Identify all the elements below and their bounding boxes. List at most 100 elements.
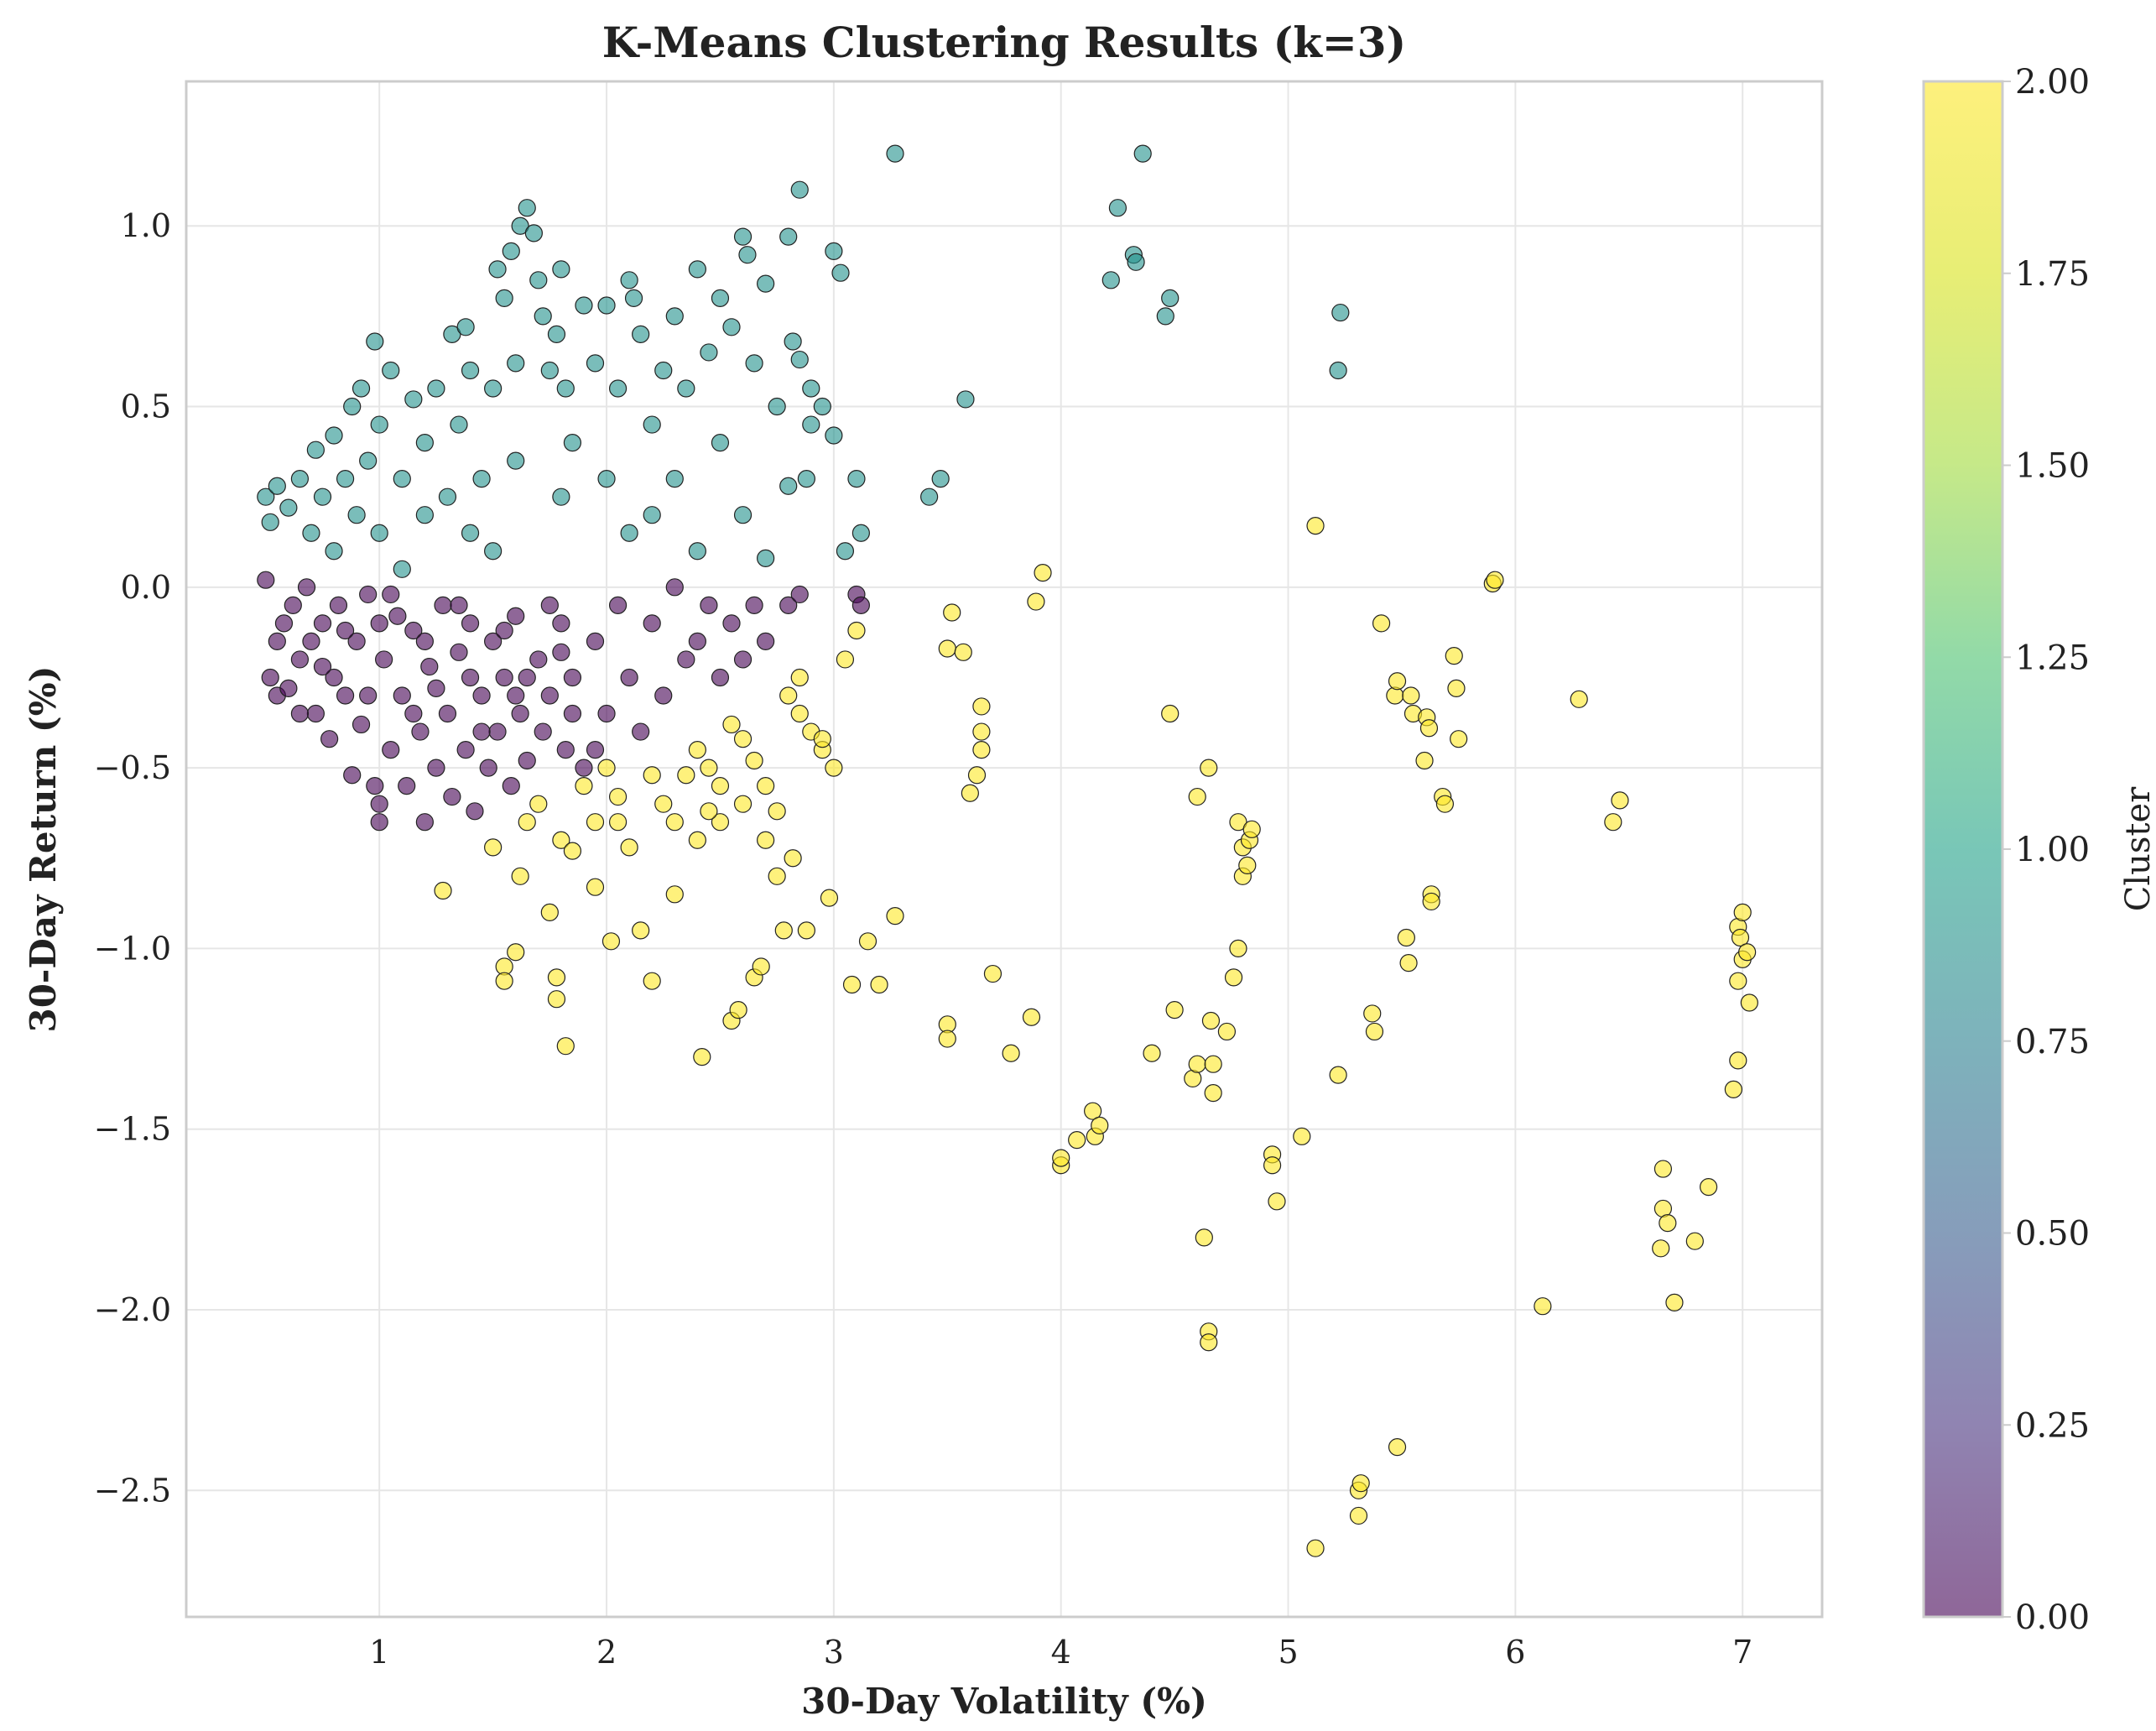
cluster-2-point	[700, 759, 718, 777]
colorbar-tick-label: 1.25	[2015, 639, 2090, 677]
x-tick-label: 3	[824, 1634, 844, 1671]
cluster-2-point	[1445, 647, 1463, 665]
cluster-2-point	[688, 831, 706, 849]
cluster-0-point	[540, 686, 559, 705]
cluster-1-point	[768, 397, 786, 416]
cluster-2-point	[967, 766, 987, 785]
cluster-1-point	[632, 325, 650, 344]
cluster-2-point	[700, 802, 718, 821]
cluster-0-point	[534, 722, 552, 741]
cluster-1-point	[540, 361, 559, 380]
cluster-2-point	[1388, 672, 1407, 691]
cluster-1-point	[556, 379, 575, 398]
colorbar-tick-label: 1.00	[2015, 831, 2090, 869]
cluster-0-point	[484, 632, 503, 651]
cluster-1-point	[502, 242, 520, 260]
cluster-2-point	[961, 784, 979, 802]
cluster-2-point	[643, 766, 661, 785]
cluster-1-point	[1331, 303, 1350, 322]
cluster-2-point	[1351, 1474, 1370, 1493]
grid-lines	[186, 81, 1822, 1617]
cluster-2-point	[540, 903, 559, 921]
cluster-2-point	[870, 975, 888, 994]
cluster-2-point	[1052, 1149, 1070, 1167]
cluster-1-point	[1108, 199, 1127, 217]
cluster-2-point	[1729, 972, 1747, 990]
cluster-2-point	[820, 889, 839, 907]
cluster-1-point	[393, 560, 411, 578]
cluster-1-point	[438, 487, 457, 506]
cluster-1-point	[1156, 307, 1174, 326]
colorbar-tick-label: 0.50	[2015, 1215, 2090, 1254]
cluster-0-point	[375, 650, 393, 669]
cluster-0-point	[313, 614, 332, 633]
cluster-2-point	[943, 603, 961, 622]
cluster-2-point	[1034, 563, 1052, 582]
cluster-0-point	[495, 668, 513, 687]
cluster-2-point	[1372, 614, 1391, 633]
cluster-0-point	[261, 668, 279, 687]
cluster-2-point	[1242, 820, 1261, 838]
cluster-1-point	[711, 433, 730, 452]
cluster-2-point	[1200, 1333, 1218, 1352]
cluster-2-point	[1365, 1022, 1384, 1041]
cluster-2-point	[1268, 1192, 1286, 1211]
cluster-2-point	[797, 921, 815, 940]
cluster-2-point	[790, 668, 809, 687]
cluster-2-point	[665, 885, 684, 904]
cluster-1-point	[552, 260, 570, 279]
cluster-1-point	[302, 524, 320, 542]
cluster-1-point	[790, 180, 809, 199]
cluster-2-point	[1388, 1438, 1407, 1457]
cluster-2-point	[711, 777, 730, 795]
cluster-2-point	[972, 722, 991, 741]
cluster-0-point	[552, 614, 570, 633]
cluster-1-point	[757, 549, 775, 567]
cluster-0-point	[325, 668, 343, 687]
colorbar-tick-label: 1.75	[2015, 255, 2090, 294]
x-tick-label: 1	[369, 1634, 389, 1671]
cluster-0-point	[790, 585, 809, 604]
cluster-2-point	[1363, 1004, 1382, 1023]
cluster-0-point	[284, 596, 302, 614]
colorbar-tick-label: 1.50	[2015, 447, 2090, 486]
cluster-1-point	[443, 325, 461, 344]
cluster-1-point	[956, 390, 975, 409]
cluster-1-point	[336, 470, 355, 488]
cluster-2-point	[597, 759, 616, 777]
cluster-2-point	[1329, 1066, 1347, 1084]
x-tick-label: 4	[1051, 1634, 1071, 1671]
cluster-1-point	[547, 325, 566, 344]
cluster-2-point	[972, 697, 991, 716]
cluster-0-point	[563, 704, 582, 723]
cluster-0-point	[511, 704, 529, 723]
cluster-0-point	[488, 722, 507, 741]
cluster-2-point	[1740, 993, 1758, 1012]
colorbar-label: Cluster	[2119, 786, 2156, 911]
cluster-2-point	[507, 943, 525, 962]
x-tick-label: 6	[1505, 1634, 1525, 1671]
cluster-0-point	[279, 679, 298, 697]
cluster-2-point	[1229, 939, 1247, 958]
cluster-1-point	[586, 354, 605, 373]
cluster-2-point	[1731, 928, 1750, 947]
cluster-2-point	[1143, 1044, 1161, 1062]
x-axis-label: 30-Day Volatility (%)	[801, 1681, 1207, 1722]
cluster-0-point	[404, 621, 423, 640]
cluster-0-point	[336, 686, 355, 705]
cluster-2-point	[972, 740, 991, 759]
cluster-2-point	[768, 867, 786, 885]
cluster-2-point	[1306, 517, 1325, 535]
cluster-1-point	[700, 343, 718, 362]
cluster-1-point	[366, 332, 384, 351]
cluster-0-point	[343, 766, 362, 785]
cluster-2-point	[552, 831, 570, 849]
cluster-1-point	[790, 350, 809, 369]
cluster-2-point	[1450, 730, 1468, 748]
cluster-0-point	[411, 722, 430, 741]
cluster-0-point	[461, 614, 480, 633]
cluster-0-point	[370, 614, 388, 633]
cluster-0-point	[757, 632, 775, 651]
cluster-0-point	[563, 668, 582, 687]
cluster-1-point	[563, 433, 582, 452]
